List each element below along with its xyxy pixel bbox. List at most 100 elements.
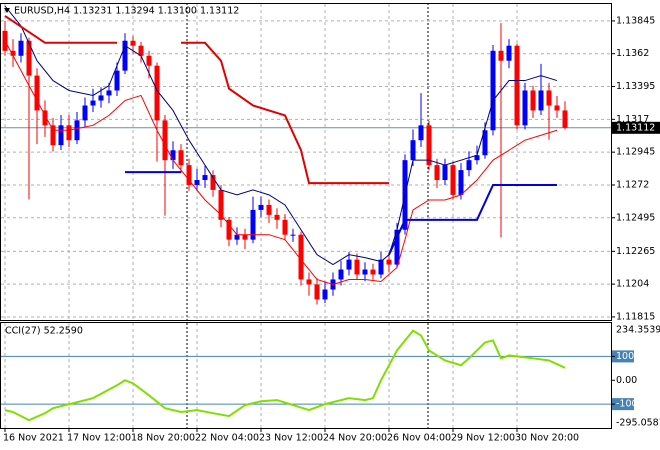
candle-body [314,284,320,300]
candle-body [298,234,304,280]
x-tick-label: 24 Nov 20:00 [323,433,387,444]
main-frame [0,3,612,321]
level-label-box [612,398,634,411]
candle-body [546,90,552,106]
candle-body [154,65,160,121]
candle-body [210,175,216,190]
y-tick-label: 1.1362 [616,48,649,59]
candle-body [474,155,480,161]
candle-body [250,209,256,240]
candle-body [106,90,112,96]
candle-body [10,50,16,56]
candle-body [426,125,432,166]
x-tick-label: 26 Nov 04:00 [387,433,451,444]
candle-body [50,125,56,146]
candle-body [450,165,456,195]
candle-body [202,175,208,181]
y-tick-label: 1.12945 [616,147,655,158]
x-tick-label: 18 Nov 20:00 [131,433,195,444]
candle-body [26,40,32,76]
candle-body [506,45,512,61]
candle-body [194,180,200,185]
candle-body [234,234,240,240]
candle-body [138,45,144,56]
y-tick-label: 100 [616,351,634,362]
candle-body [162,120,168,161]
candle-body [98,95,104,101]
candle-body [90,100,96,106]
candle-body [362,269,368,275]
candle-body [170,150,176,161]
candle-body [178,150,184,166]
candle-body [490,50,496,131]
candle-body [498,50,504,61]
candle-body [282,219,288,235]
candle-body [562,110,568,128]
candle-body [514,45,520,126]
candle-body [306,279,312,285]
candle-body [418,125,424,141]
cci-title: CCI(27) 52.2590 [5,326,83,337]
y-tick-label: -100 [616,399,638,410]
candle-body [18,40,24,56]
candle-body [242,234,248,240]
cci-frame [0,322,612,429]
x-tick-label: 17 Nov 12:00 [67,433,131,444]
candle-body [394,229,400,265]
candle-body [378,259,384,275]
y-tick-label: 1.1317 [616,114,649,125]
candle-body [346,259,352,270]
indicator-line [4,40,558,285]
plot-layer [1,4,611,428]
y-tick-label: 1.12495 [616,212,655,223]
candle-body [42,110,48,126]
y-tick-label: 1.13845 [616,15,655,26]
candle-body [442,165,448,181]
candle-body [482,130,488,156]
level-label-box [612,350,634,363]
x-tick-label: 29 Nov 12:00 [451,433,515,444]
candle-body [522,90,528,126]
candle-body [434,165,440,181]
x-tick-label: 16 Nov 2021 [3,433,64,444]
cci-line [4,329,566,422]
candle-body [258,204,264,210]
indicator-line [388,183,557,256]
y-tick-label: 1.1272 [616,179,649,190]
menu-triangle[interactable] [4,8,10,13]
candle-body [458,170,464,195]
candle-body [290,234,296,236]
candle-body [122,40,128,71]
candle-body [186,165,192,185]
candle-body [218,189,224,220]
y-tick-label: 1.13395 [616,81,655,92]
candle-body [322,289,328,300]
indicator-line [4,15,117,44]
cci-min-label: -295.0587 [616,418,660,429]
chart-title: EURUSD,H4 1.13231 1.13294 1.13100 1.1311… [14,6,239,17]
candle-body [530,90,536,111]
current-price-label: 1.13112 [616,122,655,133]
candle-body [538,90,544,111]
candle-body [82,105,88,121]
x-tick-label: 22 Nov 04:00 [195,433,259,444]
candle-body [410,140,416,161]
candle-body [386,259,392,265]
candle-body [266,204,272,215]
x-tick-label: 23 Nov 12:00 [259,433,323,444]
indicator-line [181,41,389,185]
candle-body [354,259,360,275]
cci-max-label: 234.3539 [616,325,660,336]
candle-body [146,55,152,66]
candle-body [370,269,376,275]
candle-body [66,125,72,141]
candle-body [226,219,232,240]
current-price-box [612,121,660,134]
x-tick-label: 30 Nov 20:00 [515,433,579,444]
candle-body [58,125,64,146]
y-tick-label: 1.12265 [616,246,655,257]
candle-body [466,160,472,171]
candle-body [74,120,80,141]
